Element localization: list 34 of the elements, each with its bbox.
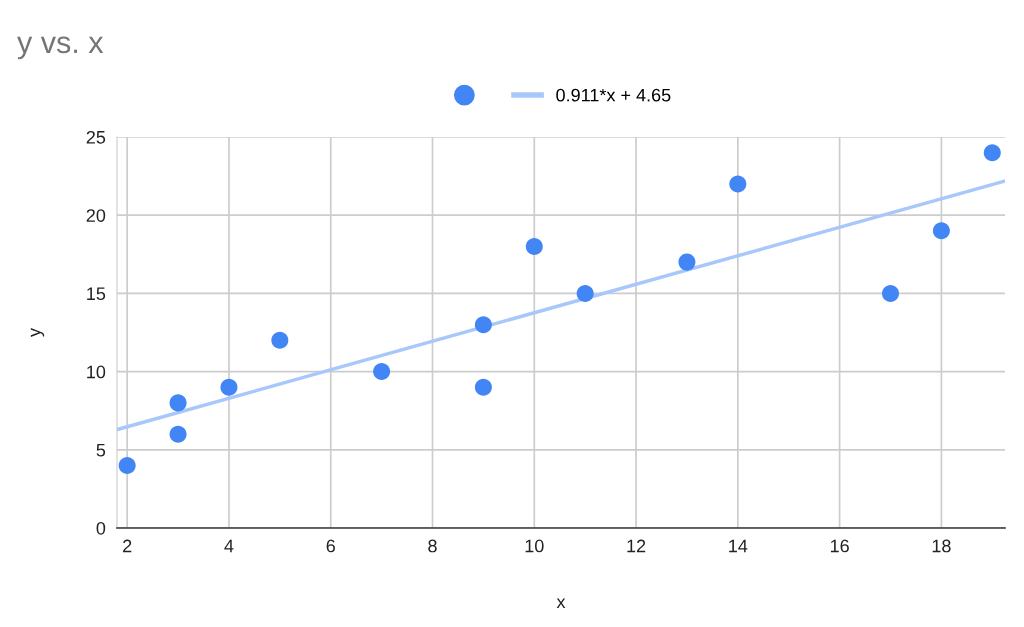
point	[525, 237, 543, 255]
x-tick-label: 12	[627, 539, 646, 553]
legend-label: 0.911*x + 4.65	[556, 88, 671, 102]
y-tick-label: 20	[86, 209, 106, 222]
point	[474, 316, 492, 334]
point	[271, 331, 289, 349]
y-tick-label: 0	[96, 521, 106, 535]
y-tick-label: 10	[87, 365, 106, 379]
point	[118, 456, 136, 474]
x-tick-label: 18	[932, 539, 951, 553]
y-tick-label: 25	[86, 130, 106, 144]
point	[983, 144, 1001, 162]
x-tick-label: 6	[326, 539, 335, 553]
point	[474, 378, 492, 396]
x-tick-label: 4	[224, 539, 234, 553]
x-tick-label: 14	[729, 539, 748, 553]
point	[220, 378, 238, 396]
x-tick-label: 10	[525, 539, 544, 553]
chart-title: y vs. x	[17, 36, 104, 60]
point	[882, 284, 900, 302]
point	[169, 425, 187, 443]
y-tick-label: 15	[87, 287, 106, 301]
point	[373, 363, 391, 381]
x-tick-label: 8	[428, 539, 437, 553]
point	[678, 253, 696, 271]
point	[169, 394, 187, 412]
point	[932, 222, 950, 240]
x-tick-label: 16	[830, 539, 849, 553]
y-tick-label: 5	[96, 443, 106, 457]
x-axis-title: x	[556, 598, 566, 608]
x-tick-label: 2	[123, 539, 132, 553]
point	[729, 175, 747, 193]
y-axis-title: y	[30, 328, 45, 337]
point	[576, 284, 594, 302]
